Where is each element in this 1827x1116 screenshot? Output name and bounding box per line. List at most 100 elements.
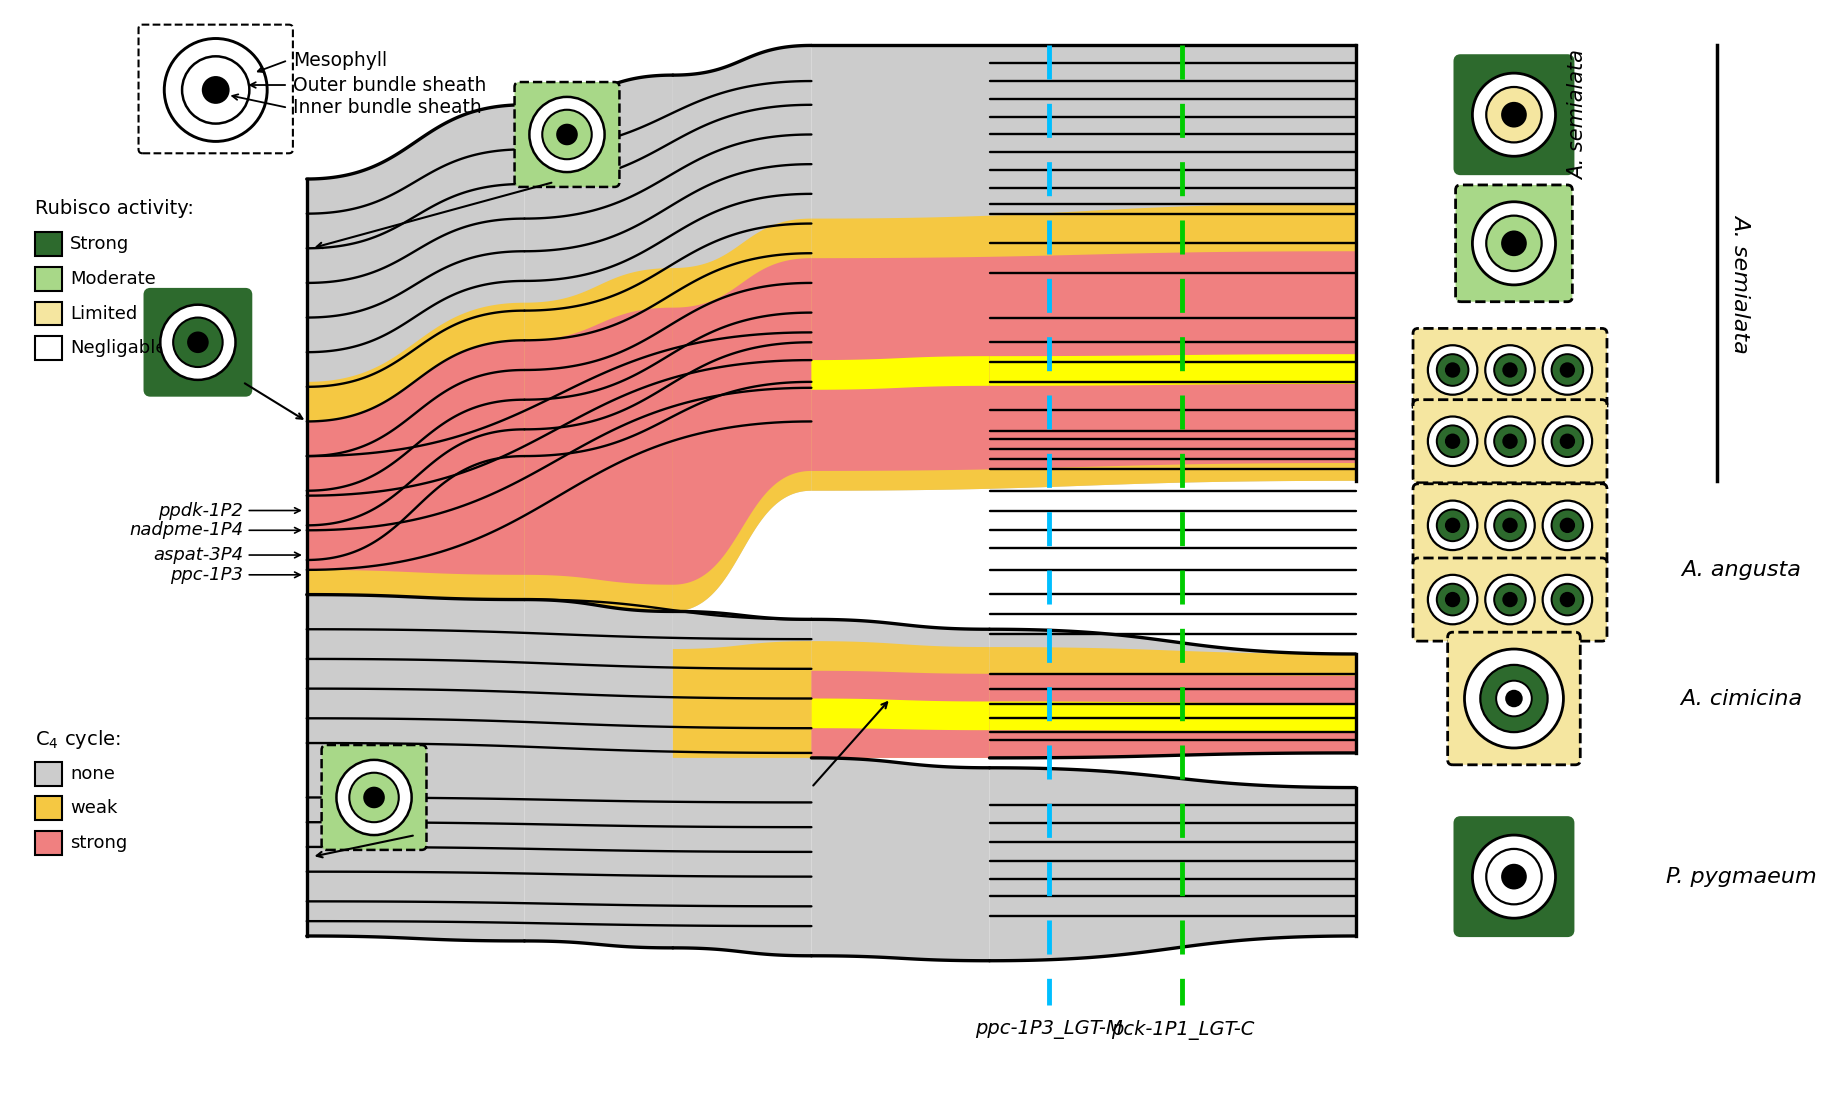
Polygon shape — [811, 251, 1356, 471]
Polygon shape — [811, 356, 990, 389]
Text: none: none — [69, 764, 115, 782]
FancyBboxPatch shape — [1412, 558, 1608, 641]
FancyBboxPatch shape — [139, 25, 292, 153]
Circle shape — [1485, 416, 1535, 466]
Circle shape — [183, 56, 248, 124]
Text: Inner bundle sheath: Inner bundle sheath — [292, 98, 482, 117]
Circle shape — [1445, 593, 1460, 606]
FancyBboxPatch shape — [1447, 632, 1580, 764]
Polygon shape — [990, 629, 1356, 758]
Text: Moderate: Moderate — [69, 270, 155, 288]
Circle shape — [1551, 510, 1584, 541]
FancyBboxPatch shape — [1456, 185, 1573, 301]
Polygon shape — [672, 641, 811, 758]
Text: aspat-3P4: aspat-3P4 — [153, 546, 243, 564]
Circle shape — [1542, 501, 1591, 550]
Text: Rubisco activity:: Rubisco activity: — [35, 199, 194, 218]
Text: nadpme-1P4: nadpme-1P4 — [130, 521, 243, 539]
Polygon shape — [811, 204, 1356, 491]
FancyBboxPatch shape — [1456, 818, 1573, 935]
Text: pck-1P1_LGT-C: pck-1P1_LGT-C — [1111, 1020, 1253, 1040]
Circle shape — [1436, 425, 1469, 458]
Circle shape — [1485, 215, 1542, 271]
FancyBboxPatch shape — [1412, 400, 1608, 483]
Circle shape — [1436, 584, 1469, 615]
Circle shape — [1485, 345, 1535, 395]
Text: ppc-1P3: ppc-1P3 — [170, 566, 243, 584]
Polygon shape — [990, 354, 1356, 386]
Polygon shape — [990, 647, 1356, 758]
Circle shape — [1436, 510, 1469, 541]
Circle shape — [1504, 363, 1516, 377]
Circle shape — [1504, 593, 1516, 606]
Circle shape — [1560, 593, 1575, 606]
Bar — [35, 762, 62, 786]
Polygon shape — [307, 340, 524, 575]
Text: Outer bundle sheath: Outer bundle sheath — [292, 76, 486, 95]
Polygon shape — [672, 219, 811, 612]
Polygon shape — [672, 612, 811, 955]
Circle shape — [1494, 425, 1526, 458]
Circle shape — [1504, 434, 1516, 449]
Polygon shape — [524, 308, 672, 585]
FancyBboxPatch shape — [1412, 328, 1608, 412]
Circle shape — [557, 125, 577, 144]
Polygon shape — [811, 671, 990, 758]
Circle shape — [1429, 575, 1478, 624]
Circle shape — [364, 788, 384, 807]
Text: Limited: Limited — [69, 305, 137, 323]
FancyBboxPatch shape — [146, 290, 250, 395]
Circle shape — [188, 333, 208, 353]
Text: ppdk-1P2: ppdk-1P2 — [159, 501, 243, 520]
FancyBboxPatch shape — [1456, 56, 1573, 173]
Circle shape — [1494, 584, 1526, 615]
Circle shape — [1560, 434, 1575, 449]
Polygon shape — [672, 258, 811, 585]
Circle shape — [1429, 416, 1478, 466]
Circle shape — [161, 305, 236, 379]
Bar — [35, 267, 62, 291]
Text: A. cimicina: A. cimicina — [1681, 689, 1803, 709]
Text: Strong: Strong — [69, 235, 130, 253]
Circle shape — [1542, 416, 1591, 466]
Polygon shape — [307, 595, 524, 941]
Circle shape — [1505, 691, 1522, 706]
Text: A. semialata: A. semialata — [1568, 50, 1588, 180]
Text: A. angusta: A. angusta — [1681, 560, 1801, 580]
Circle shape — [1436, 354, 1469, 386]
Circle shape — [1504, 519, 1516, 532]
Circle shape — [543, 109, 592, 160]
FancyBboxPatch shape — [1412, 484, 1608, 567]
Circle shape — [174, 318, 223, 367]
Bar — [35, 336, 62, 360]
Bar — [35, 232, 62, 257]
Circle shape — [1551, 354, 1584, 386]
Circle shape — [1551, 425, 1584, 458]
Circle shape — [1560, 363, 1575, 377]
Bar — [35, 831, 62, 855]
Polygon shape — [524, 268, 672, 612]
Text: P. pygmaeum: P. pygmaeum — [1666, 867, 1816, 886]
Circle shape — [1429, 345, 1478, 395]
Circle shape — [336, 760, 411, 835]
Circle shape — [1502, 103, 1526, 126]
Circle shape — [1445, 434, 1460, 449]
Polygon shape — [307, 302, 524, 599]
FancyBboxPatch shape — [322, 745, 426, 850]
Polygon shape — [990, 702, 1356, 732]
Text: weak: weak — [69, 799, 117, 817]
Circle shape — [1542, 345, 1591, 395]
Circle shape — [1445, 363, 1460, 377]
Circle shape — [1480, 665, 1547, 732]
Circle shape — [1496, 681, 1531, 716]
Circle shape — [1502, 865, 1526, 888]
Polygon shape — [811, 46, 1356, 491]
Circle shape — [1551, 584, 1584, 615]
FancyBboxPatch shape — [515, 83, 619, 187]
Circle shape — [1465, 650, 1564, 748]
Circle shape — [1485, 87, 1542, 143]
Polygon shape — [811, 699, 990, 730]
Circle shape — [1473, 74, 1555, 156]
Circle shape — [349, 772, 398, 822]
Circle shape — [203, 77, 228, 103]
